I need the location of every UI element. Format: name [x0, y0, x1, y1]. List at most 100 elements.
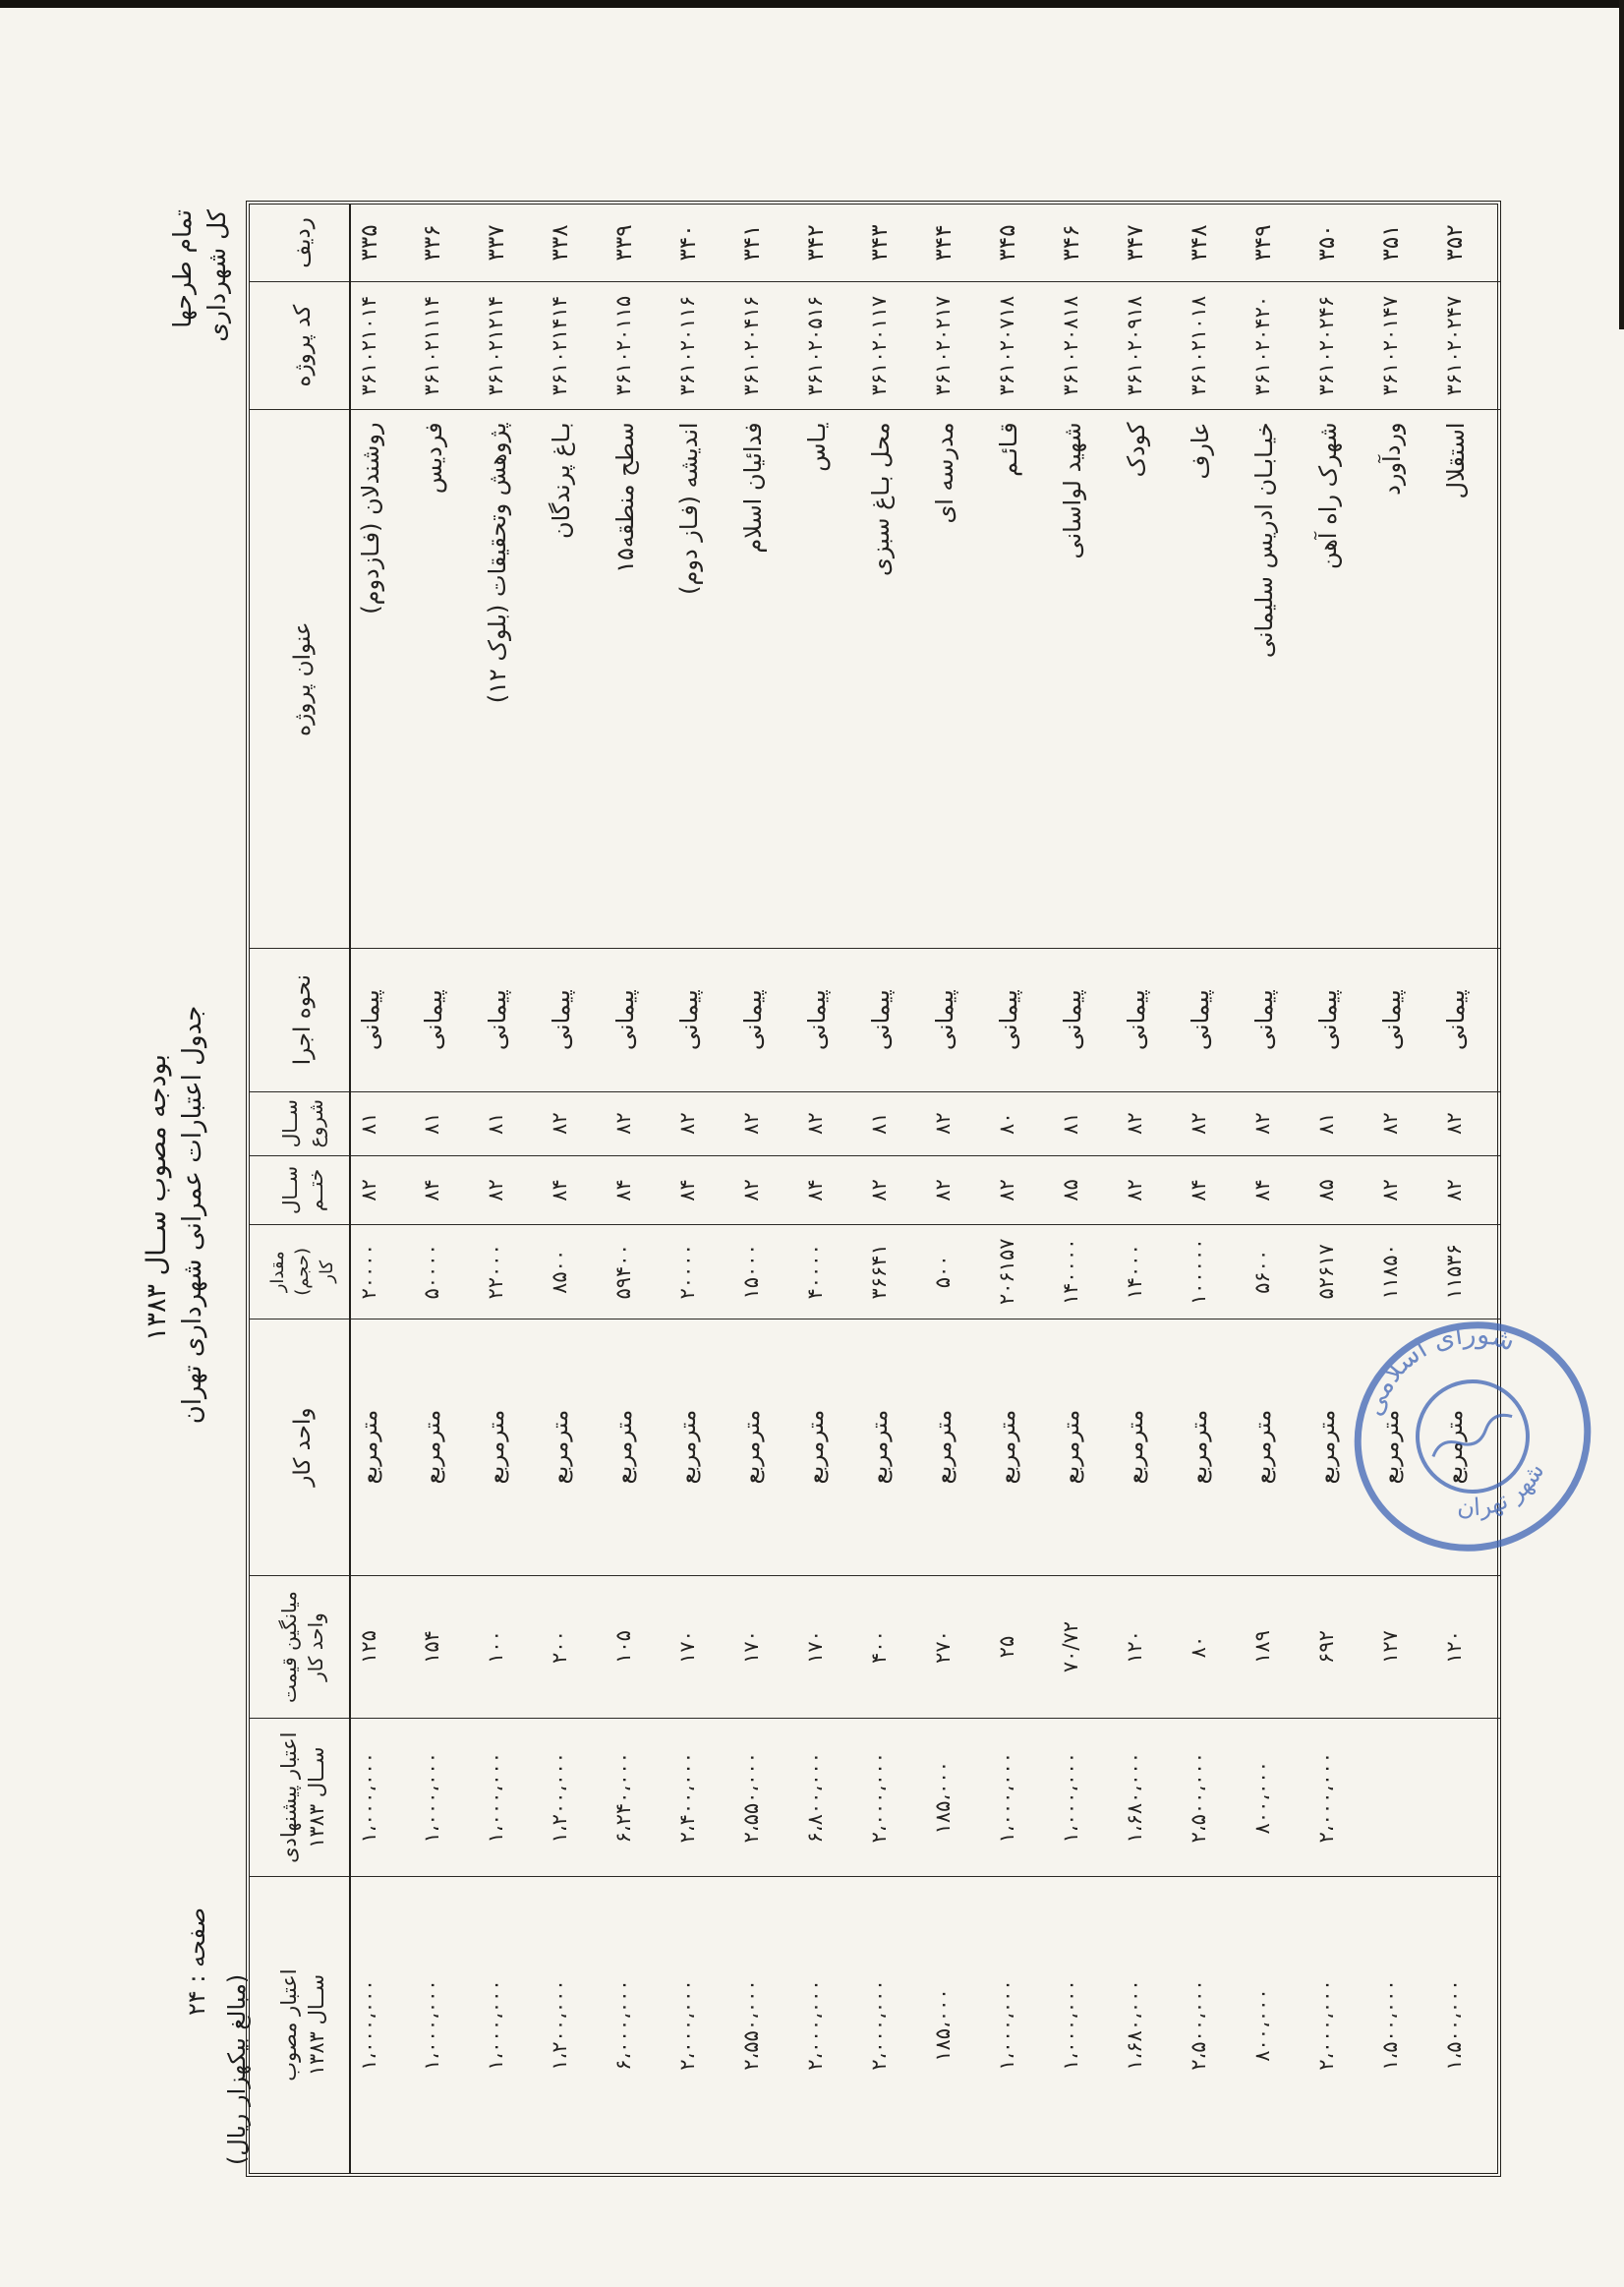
cell-radif: ۳۳۶ [414, 205, 478, 282]
cell-end: ۸۴ [606, 1155, 669, 1225]
cell-approved: ۲،۵۰۰،۰۰۰ [1181, 1876, 1245, 2173]
table-row: ۳۵۱ ۳۶۱۰۲۰۱۴۷ وردآورد پیمانی ۸۲ ۸۲ ۱۱۸۵۰ مترمرب… [1372, 205, 1436, 2173]
cell-code: ۳۶۱۰۲۰۴۲۰ [1245, 281, 1308, 410]
cell-title: شهید لواسانی [1053, 409, 1117, 949]
cell-unit: مترمربع [989, 1319, 1053, 1576]
cell-proposed: ۲،۵۰۰،۰۰۰ [1181, 1718, 1245, 1877]
cell-method: پیمانی [478, 948, 542, 1092]
cell-radif: ۳۴۳ [861, 205, 925, 282]
cell-amount: ۵۹۴۰۰ [606, 1224, 669, 1319]
header-execution-method: نحوه اجرا [250, 948, 350, 1092]
cell-end: ۸۲ [1117, 1155, 1181, 1225]
cell-unit: مترمربع [606, 1319, 669, 1576]
cell-title: اندیشه (فـاز دوم) [669, 409, 733, 949]
cell-proposed: ۶،۸۰۰،۰۰۰ [797, 1718, 861, 1877]
cell-amount: ۴۰۰۰۰ [797, 1224, 861, 1319]
cell-amount: ۳۶۶۴۱ [861, 1224, 925, 1319]
table-row: ۳۴۴ ۳۶۱۰۲۰۲۱۷ مدرسه ای پیمانی ۸۲ ۸۲ ۵۰۰ مترمربع… [925, 205, 989, 2173]
cell-proposed: ۱،۶۸۰،۰۰۰ [1117, 1718, 1181, 1877]
cell-radif: ۳۵۲ [1436, 205, 1500, 282]
cell-start: ۸۲ [1117, 1091, 1181, 1156]
cell-method: پیمانی [861, 948, 925, 1092]
cell-title: فردیس [414, 409, 478, 949]
cell-method: پیمانی [542, 948, 606, 1092]
cell-amount: ۸۵۰۰ [542, 1224, 606, 1319]
cell-proposed [1436, 1718, 1500, 1877]
cell-unit: مترمربع [1053, 1319, 1117, 1576]
table-row: ۳۳۹ ۳۶۱۰۲۰۱۱۵ سطح منطقه۱۵ پیمانی ۸۲ ۸۴ ۵۹۴۰۰ مت… [606, 205, 669, 2173]
cell-code: ۳۶۱۰۲۰۴۱۶ [733, 281, 797, 410]
cell-approved: ۲،۰۰۰،۰۰۰ [797, 1876, 861, 2173]
cell-start: ۸۲ [542, 1091, 606, 1156]
cell-radif: ۳۴۹ [1245, 205, 1308, 282]
cell-start: ۸۱ [414, 1091, 478, 1156]
cell-radif: ۳۳۹ [606, 205, 669, 282]
cell-amount: ۵۶۰۰ [1245, 1224, 1308, 1319]
cell-unit: مترمربع [797, 1319, 861, 1576]
cell-proposed [1372, 1718, 1436, 1877]
cell-avg: ۱۸۹ [1245, 1575, 1308, 1719]
cell-proposed: ۱،۰۰۰،۰۰۰ [350, 1718, 414, 1877]
cell-code: ۳۶۱۰۲۱۲۱۴ [478, 281, 542, 410]
cell-approved: ۱،۵۰۰،۰۰۰ [1436, 1876, 1500, 2173]
cell-radif: ۳۳۸ [542, 205, 606, 282]
cell-code: ۳۶۱۰۲۱۴۱۴ [542, 281, 606, 410]
page-number: صفحه : ۲۴ [183, 1906, 210, 2016]
table-row: ۳۵۲ ۳۶۱۰۲۰۲۴۷ استقلال پیمانی ۸۲ ۸۲ ۱۱۵۳۶ مترمرب… [1436, 205, 1500, 2173]
cell-proposed: ۲،۵۵۰،۰۰۰ [733, 1718, 797, 1877]
cell-unit: مترمربع [542, 1319, 606, 1576]
cell-avg: ۱۲۰ [1117, 1575, 1181, 1719]
cell-end: ۸۴ [414, 1155, 478, 1225]
cell-end: ۸۲ [861, 1155, 925, 1225]
cell-radif: ۳۵۱ [1372, 205, 1436, 282]
cell-amount: ۱۴۰۰۰۰ [1053, 1224, 1117, 1319]
cell-approved: ۱،۰۰۰،۰۰۰ [350, 1876, 414, 2173]
cell-method: پیمانی [1181, 948, 1245, 1092]
cell-end: ۸۵ [1308, 1155, 1372, 1225]
cell-method: پیمانی [1308, 948, 1372, 1092]
cell-code: ۳۶۱۰۲۱۱۱۴ [414, 281, 478, 410]
cell-title: یـاس [797, 409, 861, 949]
cell-method: پیمانی [414, 948, 478, 1092]
cell-avg: ۲۷۰ [925, 1575, 989, 1719]
cell-title: قـائـم [989, 409, 1053, 949]
cell-amount: ۲۲۰۰۰ [478, 1224, 542, 1319]
cell-start: ۸۲ [1372, 1091, 1436, 1156]
cell-start: ۸۰ [989, 1091, 1053, 1156]
cell-title: مدرسه ای [925, 409, 989, 949]
cell-unit: مترمربع [733, 1319, 797, 1576]
cell-title: فدائیان اسلام [733, 409, 797, 949]
cell-end: ۸۲ [1372, 1155, 1436, 1225]
cell-amount: ۲۰۰۰۰ [669, 1224, 733, 1319]
cell-end: ۸۴ [1245, 1155, 1308, 1225]
cell-radif: ۳۵۰ [1308, 205, 1372, 282]
cell-approved: ۲،۰۰۰،۰۰۰ [1308, 1876, 1372, 2173]
cell-method: پیمانی [1245, 948, 1308, 1092]
cell-method: پیمانی [1436, 948, 1500, 1092]
cell-start: ۸۱ [478, 1091, 542, 1156]
cell-avg: ۸۰ [1181, 1575, 1245, 1719]
cell-approved: ۱،۲۰۰،۰۰۰ [542, 1876, 606, 2173]
table-row: ۳۴۹ ۳۶۱۰۲۰۴۲۰ خیـابـان ادریس سلیمانی پیمانی… [1245, 205, 1308, 2173]
cell-title: پژوهش وتحقیقات (بلوک ۱۲) [478, 409, 542, 949]
table-row: ۳۳۷ ۳۶۱۰۲۱۲۱۴ پژوهش وتحقیقات (بلوک ۱۲) پیما… [478, 205, 542, 2173]
cell-approved: ۱۸۵،۰۰۰ [925, 1876, 989, 2173]
cell-unit: مترمربع [1117, 1319, 1181, 1576]
cell-proposed: ۱۸۵،۰۰۰ [925, 1718, 989, 1877]
cell-unit: مترمربع [861, 1319, 925, 1576]
cell-code: ۳۶۱۰۲۰۱۱۷ [861, 281, 925, 410]
table-row: ۳۵۰ ۳۶۱۰۲۰۲۴۶ شهرک راه آهن پیمانی ۸۱ ۸۵ ۵۲۶۱۷ م… [1308, 205, 1372, 2173]
cell-title: محل بـاغ سبزی [861, 409, 925, 949]
cell-amount: ۲۰۰۰۰ [350, 1224, 414, 1319]
document-title: بودجه مصوب ســال ۱۳۸۳ [142, 1054, 172, 1341]
cell-title: کودک [1117, 409, 1181, 949]
cell-radif: ۳۴۲ [797, 205, 861, 282]
cell-unit: مترمربع [350, 1319, 414, 1576]
scan-edge-artifact-top [0, 0, 1624, 8]
budget-table-frame: ردیف کد پروژه عنوان پروژه نحوه اجرا ســا… [246, 201, 1501, 2177]
cell-code: ۳۶۱۰۲۰۲۴۷ [1436, 281, 1500, 410]
table-row: ۳۴۳ ۳۶۱۰۲۰۱۱۷ محل بـاغ سبزی پیمانی ۸۱ ۸۲ ۳۶۶۴۱… [861, 205, 925, 2173]
table-row: ۳۳۶ ۳۶۱۰۲۱۱۱۴ فردیس پیمانی ۸۱ ۸۴ ۵۰۰۰۰ مترمربع ۱… [414, 205, 478, 2173]
table-row: ۳۴۲ ۳۶۱۰۲۰۵۱۶ یـاس پیمانی ۸۲ ۸۴ ۴۰۰۰۰ مترمربع ۱۷… [797, 205, 861, 2173]
cell-end: ۸۴ [542, 1155, 606, 1225]
